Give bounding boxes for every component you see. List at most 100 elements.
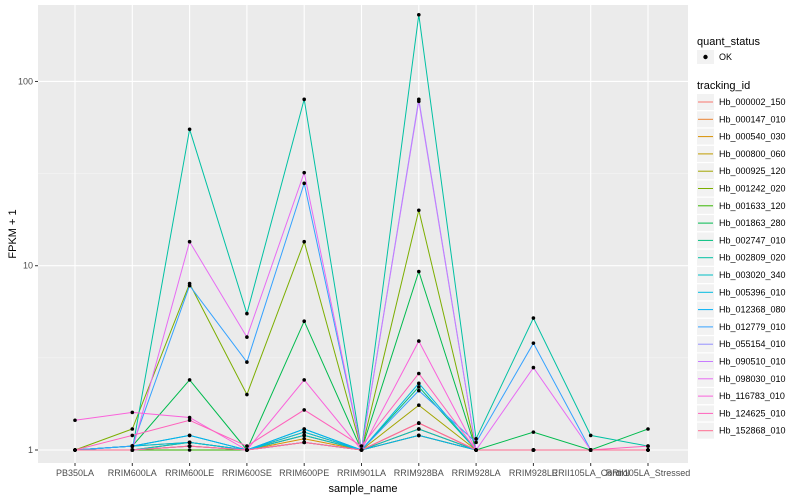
data-point-Hb_012368_080: [187, 433, 192, 438]
data-point-Hb_152868_010: [73, 448, 77, 452]
legend-item-label: Hb_001242_020: [719, 184, 786, 194]
x-tick-label: RRIM600SE: [222, 468, 272, 478]
x-tick-label: RRIM928LA: [452, 468, 501, 478]
data-point-Hb_152868_010: [302, 440, 307, 445]
data-point-Hb_001863_280: [531, 430, 536, 434]
legend-item-label: Hb_012368_080: [719, 305, 786, 315]
legend-item-label: Hb_090510_010: [719, 357, 786, 367]
legend-item-label: Hb_124625_010: [719, 408, 786, 418]
data-point-Hb_005396_010: [417, 381, 421, 386]
y-tick-label: 100: [18, 76, 33, 86]
data-point-Hb_001242_020: [130, 427, 135, 431]
data-point-Hb_012779_010: [417, 388, 421, 393]
data-point-Hb_012779_010: [302, 181, 307, 186]
data-point-Hb_098030_010: [187, 239, 192, 244]
data-point-Hb_002747_010: [417, 385, 421, 389]
x-tick-label: RRIM928LE: [509, 468, 558, 478]
legend-color-title: tracking_id: [697, 80, 750, 92]
legend-item-label: Hb_000925_120: [719, 166, 786, 176]
data-point-Hb_001242_020: [417, 208, 421, 213]
x-tick-label: RRII105LA_Control: [552, 468, 630, 478]
data-point-Hb_003020_340: [302, 433, 307, 438]
legend-shape-point: [703, 54, 708, 60]
data-point-Hb_152868_010: [245, 448, 249, 452]
data-point-Hb_124625_010: [417, 371, 421, 376]
data-point-Hb_116783_010: [302, 378, 307, 382]
data-point-Hb_090510_010: [417, 99, 421, 104]
data-point-Hb_001863_280: [302, 319, 307, 323]
data-point-Hb_002809_020: [588, 433, 593, 438]
data-point-Hb_124625_010: [646, 444, 650, 448]
data-point-Hb_098030_010: [302, 170, 307, 175]
legend-item-label: Hb_002747_010: [719, 235, 786, 245]
legend-item-label: Hb_055154_010: [719, 339, 786, 349]
y-tick-label: 10: [23, 261, 33, 271]
x-tick-label: RRIM600LE: [165, 468, 214, 478]
data-point-Hb_001242_020: [302, 239, 307, 244]
data-point-Hb_116783_010: [130, 410, 135, 415]
x-axis-title: sample_name: [328, 483, 397, 495]
legend-item-label: Hb_152868_010: [719, 426, 786, 436]
data-point-Hb_116783_010: [73, 418, 77, 423]
series-points: [73, 13, 650, 452]
y-axis-ticks: 1 10 100: [18, 76, 38, 455]
data-point-Hb_012368_080: [302, 427, 307, 431]
data-point-Hb_152868_010: [417, 421, 421, 425]
data-point-Hb_012368_080: [417, 433, 421, 438]
data-point-Hb_152868_010: [359, 448, 364, 452]
legend-item-label: Hb_002809_020: [719, 253, 786, 263]
legend-color-items: Hb_000002_150 Hb_000147_010 Hb_000540_030 H…: [697, 94, 786, 439]
data-point-Hb_005396_010: [187, 440, 192, 445]
data-point-Hb_012779_010: [187, 283, 192, 288]
legend-item-label: Hb_005396_010: [719, 287, 786, 297]
data-point-Hb_001863_280: [417, 269, 421, 274]
x-axis-ticks: PB350LA RRIM600LA RRIM600LE RRIM600SE RRIM60…: [56, 463, 690, 478]
data-point-Hb_000540_030: [302, 437, 307, 441]
data-point-Hb_152868_010: [130, 448, 135, 452]
data-point-Hb_152868_010: [187, 444, 192, 448]
x-tick-label: PB350LA: [56, 468, 94, 478]
data-point-Hb_152868_010: [531, 448, 536, 452]
data-point-Hb_001633_120: [187, 448, 192, 452]
legend-item-label: Hb_000800_060: [719, 149, 786, 159]
legend: quant_status OK tracking_id Hb_000002_15…: [697, 36, 786, 439]
legend-item-label: Hb_001633_120: [719, 201, 786, 211]
data-point-Hb_001863_280: [646, 427, 650, 431]
y-tick-label: 1: [28, 445, 33, 455]
data-point-Hb_124625_010: [245, 444, 249, 448]
data-point-Hb_000925_120: [417, 403, 421, 408]
data-point-Hb_002809_020: [474, 437, 478, 441]
data-point-Hb_012779_010: [130, 444, 135, 448]
legend-item-label: Hb_012779_010: [719, 322, 786, 332]
data-point-Hb_012779_010: [474, 440, 478, 445]
y-axis-title: FPKM + 1: [7, 209, 19, 258]
data-point-Hb_116783_010: [417, 339, 421, 343]
x-tick-label: RRII105LA_Stressed: [606, 468, 691, 478]
data-point-Hb_012779_010: [245, 360, 249, 364]
legend-shape-label: OK: [719, 52, 732, 62]
data-point-Hb_005396_010: [302, 430, 307, 434]
legend-item-label: Hb_001863_280: [719, 218, 786, 228]
legend-item-label: Hb_000540_030: [719, 132, 786, 142]
data-point-Hb_002809_020: [187, 127, 192, 132]
data-point-Hb_152868_010: [646, 448, 650, 452]
data-point-Hb_002809_020: [417, 13, 421, 17]
legend-item-label: Hb_116783_010: [719, 391, 785, 401]
data-point-Hb_152868_010: [474, 448, 478, 452]
x-tick-label: RRIM928BA: [394, 468, 444, 478]
data-point-Hb_098030_010: [531, 365, 536, 370]
data-point-Hb_124625_010: [359, 444, 364, 448]
data-point-Hb_002809_020: [245, 311, 249, 316]
data-point-Hb_152868_010: [588, 448, 593, 452]
legend-item-label: Hb_003020_340: [719, 270, 786, 280]
data-point-Hb_002809_020: [302, 97, 307, 102]
legend-item-label: Hb_098030_010: [719, 374, 786, 384]
legend-item-label: Hb_000002_150: [719, 97, 786, 107]
x-tick-label: RRIM600PE: [279, 468, 329, 478]
data-point-Hb_001863_280: [187, 378, 192, 382]
legend-item-label: Hb_000147_010: [719, 114, 786, 124]
data-point-Hb_116783_010: [187, 415, 192, 420]
x-tick-label: RRIM901LA: [337, 468, 386, 478]
data-point-Hb_001242_020: [245, 392, 249, 397]
